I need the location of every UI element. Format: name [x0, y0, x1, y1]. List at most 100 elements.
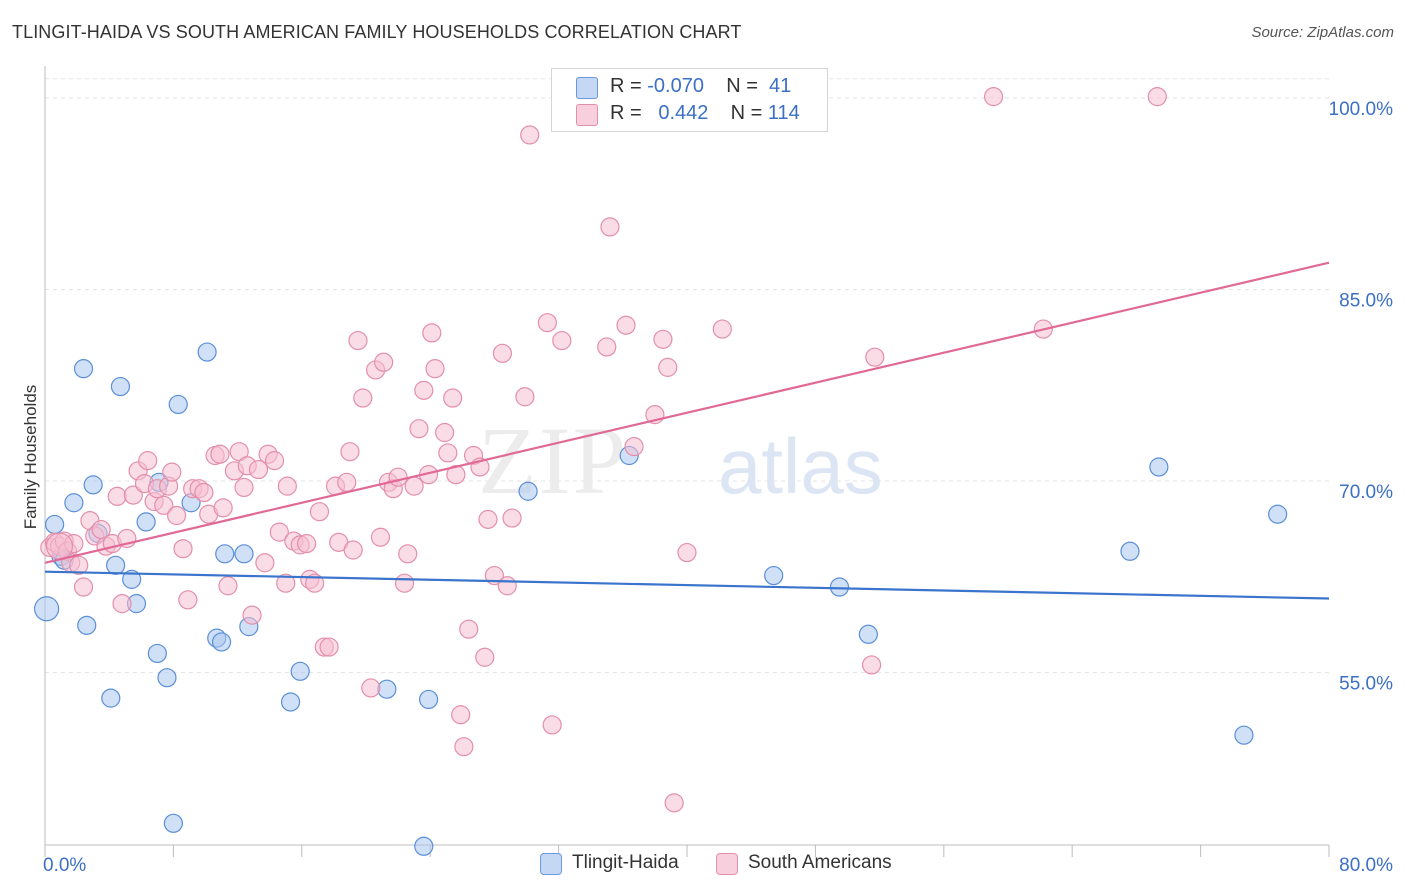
- south-american-point: [394, 573, 415, 593]
- tlingit-point: [518, 481, 538, 501]
- x-tick-label-min: 0.0%: [43, 855, 86, 876]
- south-american-point: [107, 486, 127, 506]
- tlingit-point: [122, 569, 142, 589]
- legend-swatch-south-american: [576, 104, 598, 126]
- south-american-point: [374, 352, 394, 372]
- south-american-point: [173, 539, 193, 559]
- south-american-point: [552, 330, 572, 351]
- south-american-trend-line: [44, 261, 1330, 564]
- tlingit-point: [1234, 725, 1254, 745]
- south-american-point: [162, 462, 182, 482]
- legend-text-south-american: R = 0.442 N = 114: [610, 102, 800, 124]
- south-american-point: [1147, 87, 1167, 107]
- south-american-point: [264, 451, 285, 471]
- south-american-point: [305, 573, 325, 593]
- south-american-point: [653, 329, 673, 349]
- south-american-point: [600, 217, 620, 237]
- chart-title: TLINGIT-HAIDA VS SOUTH AMERICAN FAMILY H…: [12, 22, 742, 42]
- south-american-point: [409, 419, 429, 439]
- south-american-point: [454, 737, 474, 757]
- chart-source: Source: ZipAtlas.com: [1251, 24, 1394, 41]
- south-american-point: [319, 637, 339, 657]
- tlingit-trend-line: [44, 570, 1330, 600]
- tlingit-point: [1120, 541, 1140, 561]
- y-tick-label: 55.0%: [1339, 674, 1393, 695]
- south-american-point: [438, 443, 458, 463]
- south-american-point: [542, 715, 562, 735]
- south-american-point: [478, 509, 498, 529]
- south-american-point: [69, 555, 89, 575]
- south-american-point: [337, 472, 357, 492]
- south-american-point: [210, 444, 230, 464]
- tlingit-point: [73, 359, 94, 379]
- tlingit-point: [136, 512, 156, 532]
- south-american-point: [414, 380, 434, 400]
- south-american-point: [242, 605, 262, 625]
- grid-layer: [45, 78, 1329, 674]
- tlingit-point: [377, 679, 397, 699]
- tlingit-point: [83, 475, 103, 495]
- correlation-legend: R = -0.070 N = 41 R = 0.442 N = 114: [551, 68, 828, 132]
- south-american-point: [502, 508, 522, 528]
- south-american-point: [340, 442, 360, 462]
- south-american-point: [194, 482, 214, 503]
- y-axis-label: Family Households: [21, 385, 40, 530]
- tlingit-point: [858, 624, 878, 644]
- tlingit-point: [106, 555, 126, 575]
- south-american-point: [451, 705, 471, 725]
- points-layer: [34, 87, 1288, 856]
- south-american-point: [664, 793, 684, 813]
- south-american-point: [112, 594, 132, 614]
- tlingit-point: [215, 544, 235, 564]
- south-american-point: [343, 540, 363, 560]
- south-american-point: [277, 476, 297, 496]
- south-american-point: [45, 532, 74, 560]
- south-american-point: [865, 347, 885, 367]
- axis-layer: 55.0% 70.0% 85.0% 100.0%: [44, 66, 1394, 857]
- south-american-point: [309, 502, 330, 522]
- south-american-point: [422, 323, 442, 343]
- south-american-point: [624, 436, 644, 457]
- tlingit-point: [157, 668, 177, 688]
- south-american-point: [492, 343, 513, 363]
- tlingit-point: [101, 688, 121, 708]
- south-american-point: [178, 590, 198, 610]
- tlingit-point: [1268, 504, 1288, 524]
- south-american-point: [520, 125, 540, 145]
- south-american-point: [297, 534, 317, 554]
- south-american-point: [677, 542, 697, 563]
- y-tick-label: 70.0%: [1339, 482, 1393, 503]
- south-american-point: [712, 319, 732, 339]
- south-american-point: [475, 647, 495, 667]
- watermark-zip: ZIP: [478, 407, 628, 514]
- south-american-point: [537, 313, 557, 333]
- tlingit-point: [290, 661, 310, 681]
- tlingit-point: [829, 577, 850, 597]
- south-american-point: [73, 577, 94, 597]
- south-american-point: [443, 388, 463, 408]
- south-american-point: [425, 359, 445, 379]
- south-american-point: [234, 477, 254, 498]
- south-american-point: [435, 422, 455, 443]
- south-american-point: [138, 451, 158, 471]
- south-american-point: [459, 619, 479, 639]
- south-american-point: [255, 553, 275, 573]
- tlingit-point: [197, 342, 217, 362]
- south-american-point: [348, 330, 368, 351]
- tlingit-point: [147, 643, 167, 664]
- south-american-point: [404, 476, 424, 496]
- y-tick-label: 100.0%: [1329, 99, 1394, 120]
- south-american-point: [515, 387, 535, 407]
- tlingit-point: [280, 692, 301, 712]
- south-american-point: [353, 388, 373, 408]
- tlingit-point: [211, 632, 232, 652]
- south-american-point: [269, 522, 289, 542]
- tlingit-point: [168, 394, 188, 415]
- tlingit-point: [64, 493, 84, 513]
- south-american-point: [861, 655, 882, 675]
- south-american-point: [154, 495, 174, 515]
- south-american-point: [398, 544, 418, 564]
- tlingit-point: [110, 376, 131, 397]
- bottom-swatch-south-american: [716, 853, 738, 875]
